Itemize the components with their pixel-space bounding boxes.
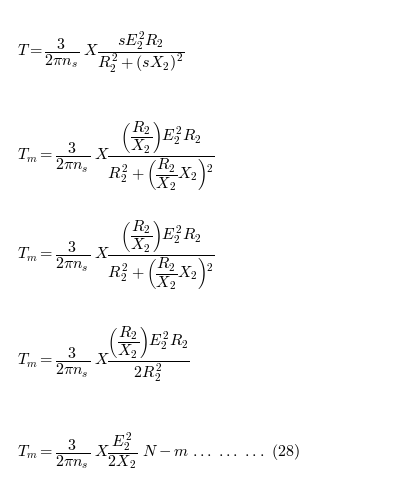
- Text: $T = \dfrac{3}{2\pi n_s} \ X\dfrac{sE_2^2 R_2}{R_2^2 + (sX_2)^2}$: $T = \dfrac{3}{2\pi n_s} \ X\dfrac{sE_2^…: [17, 29, 184, 75]
- Text: $T_m = \dfrac{3}{2\pi n_s} \ X\dfrac{E_2^2}{2X_2} \ N - m \ ...\ ...\ ... \ (28): $T_m = \dfrac{3}{2\pi n_s} \ X\dfrac{E_2…: [17, 431, 300, 472]
- Text: $T_m = \dfrac{3}{2\pi n_s} \ X\dfrac{\left(\dfrac{R_2}{X_2}\right)E_2^2 R_2}{R_2: $T_m = \dfrac{3}{2\pi n_s} \ X\dfrac{\le…: [17, 219, 214, 292]
- Text: $T_m = \dfrac{3}{2\pi n_s} \ X\dfrac{\left(\dfrac{R_2}{X_2}\right)E_2^2 R_2}{2R_: $T_m = \dfrac{3}{2\pi n_s} \ X\dfrac{\le…: [17, 325, 189, 384]
- Text: $T_m = \dfrac{3}{2\pi n_s} \ X\dfrac{\left(\dfrac{R_2}{X_2}\right)E_2^2 R_2}{R_2: $T_m = \dfrac{3}{2\pi n_s} \ X\dfrac{\le…: [17, 120, 214, 193]
